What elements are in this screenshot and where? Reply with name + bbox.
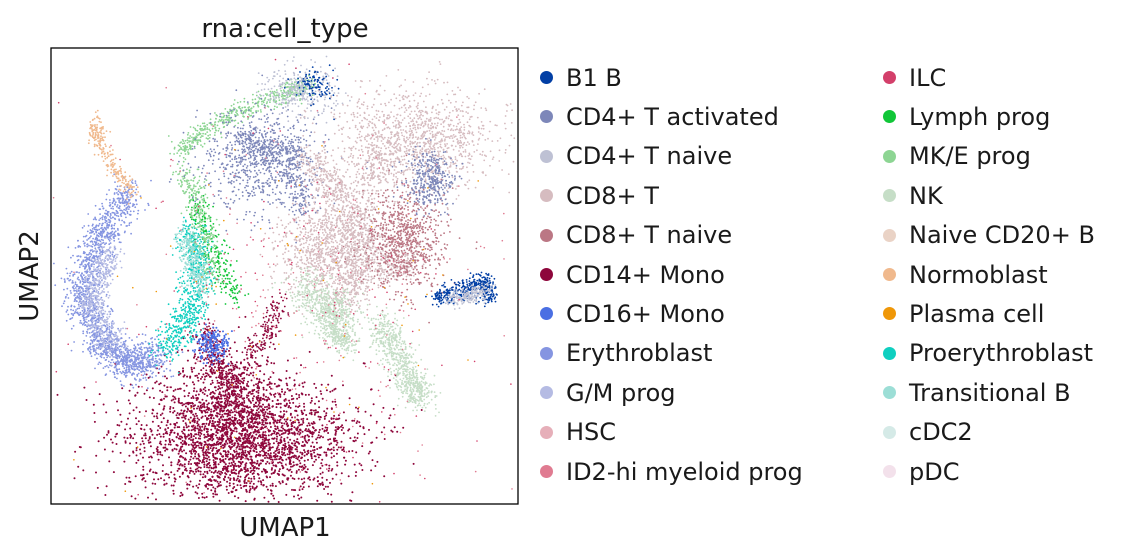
chart-title: rna:cell_type (201, 14, 368, 44)
legend-item: B1 B (540, 58, 622, 97)
legend-marker (540, 228, 553, 242)
legend-label: Proerythroblast (909, 339, 1094, 368)
legend-item: Lymph prog (883, 97, 1050, 136)
legend-label: CD8+ T (566, 181, 659, 210)
legend-marker (883, 346, 896, 360)
legend-marker (883, 228, 896, 242)
legend-label: CD4+ T activated (566, 102, 779, 131)
legend-item: CD16+ Mono (540, 294, 725, 333)
legend-label: Erythroblast (566, 339, 713, 368)
scatter-points (52, 55, 516, 503)
legend-label: CD14+ Mono (566, 260, 725, 289)
legend-label: pDC (909, 457, 960, 486)
legend: B1 B CD4+ T activated CD4+ T naive CD8+ T CD… (540, 58, 1140, 498)
legend-label: Normoblast (909, 260, 1048, 289)
legend-marker (883, 307, 896, 321)
legend-label: B1 B (566, 63, 622, 92)
legend-label: CD8+ T naive (566, 221, 733, 250)
legend-item: cDC2 (883, 413, 973, 452)
legend-item: CD4+ T activated (540, 97, 779, 136)
legend-marker (540, 465, 553, 478)
legend-label: Lymph prog (909, 102, 1051, 131)
legend-label: CD4+ T naive (566, 142, 733, 171)
legend-item: ILC (883, 58, 946, 97)
y-axis-label: UMAP2 (15, 230, 45, 321)
legend-label: ID2-hi myeloid prog (566, 457, 803, 486)
legend-marker (540, 149, 553, 163)
legend-marker (883, 268, 896, 281)
legend-marker (883, 425, 896, 439)
legend-marker (540, 189, 553, 203)
legend-label: Transitional B (909, 378, 1071, 407)
legend-label: CD16+ Mono (566, 299, 725, 328)
legend-marker (883, 71, 896, 84)
legend-marker (883, 189, 896, 203)
legend-label: G/M prog (566, 378, 676, 407)
legend-item: ID2-hi myeloid prog (540, 452, 803, 491)
legend-label: cDC2 (909, 418, 973, 447)
legend-label: NK (909, 181, 943, 210)
legend-label: Plasma cell (909, 299, 1045, 328)
legend-item: CD8+ T (540, 176, 659, 215)
legend-item: Transitional B (883, 373, 1071, 412)
legend-label: MK/E prog (909, 142, 1031, 171)
legend-marker (883, 386, 896, 400)
legend-item: Erythroblast (540, 334, 712, 373)
legend-item: NK (883, 176, 943, 215)
legend-item: G/M prog (540, 373, 676, 412)
legend-item: MK/E prog (883, 137, 1031, 176)
x-axis-label: UMAP1 (239, 513, 330, 543)
legend-item: Plasma cell (883, 294, 1044, 333)
legend-item: Proerythroblast (883, 334, 1093, 373)
legend-item: HSC (540, 413, 616, 452)
legend-marker (540, 268, 553, 281)
legend-marker (883, 149, 896, 163)
legend-marker (540, 71, 553, 84)
legend-marker (540, 425, 553, 439)
legend-item: pDC (883, 452, 959, 491)
legend-marker (883, 110, 896, 124)
legend-label: Naive CD20+ B (909, 221, 1095, 250)
legend-item: Normoblast (883, 255, 1048, 294)
legend-item: CD4+ T naive (540, 137, 732, 176)
legend-marker (540, 307, 553, 321)
legend-marker (540, 346, 553, 360)
legend-marker (883, 465, 896, 478)
legend-label: HSC (566, 418, 617, 447)
legend-item: CD14+ Mono (540, 255, 725, 294)
plot-frame (50, 47, 519, 505)
legend-item: Naive CD20+ B (883, 216, 1095, 255)
legend-marker (540, 386, 553, 400)
legend-marker (540, 110, 553, 124)
legend-item: CD8+ T naive (540, 216, 732, 255)
legend-label: ILC (909, 63, 947, 92)
